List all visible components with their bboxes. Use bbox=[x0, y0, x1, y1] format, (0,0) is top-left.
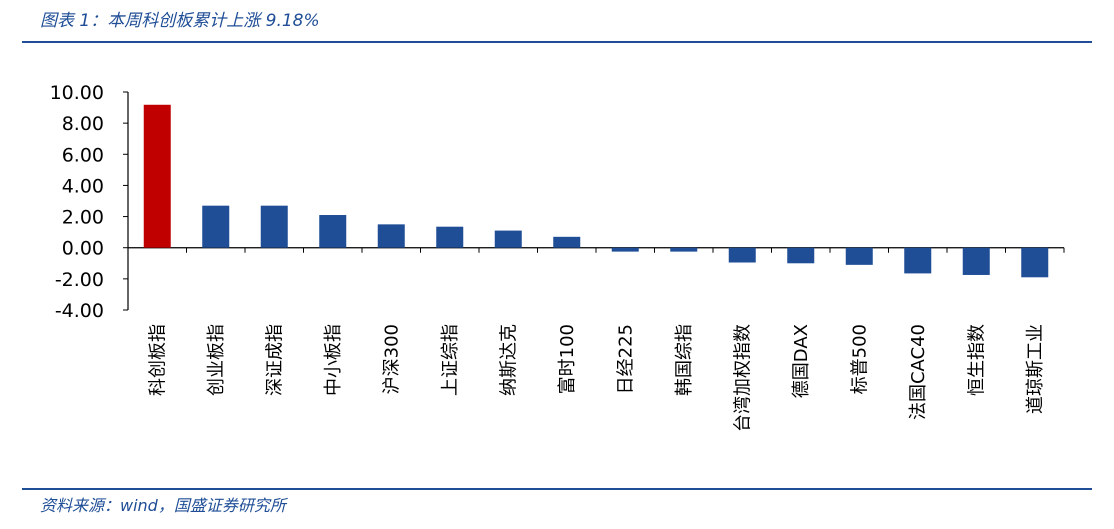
y-tick-label: -2.00 bbox=[55, 269, 104, 291]
x-category-label: 中小板指 bbox=[323, 324, 344, 396]
bar-chart: 10.00 8.00 6.00 4.00 2.00 0.00 -2.00 -4.00 科创板指 创… bbox=[0, 0, 1114, 488]
x-category-label: 台湾加权指数 bbox=[732, 324, 753, 432]
bar bbox=[904, 248, 931, 274]
x-category-label: 标普500 bbox=[849, 324, 870, 394]
bar bbox=[202, 206, 229, 248]
bar bbox=[729, 248, 756, 263]
x-category-label: 日经225 bbox=[615, 324, 636, 394]
x-category-label: 沪深300 bbox=[381, 324, 402, 394]
y-tick-label: 6.00 bbox=[62, 144, 104, 166]
bar bbox=[1021, 248, 1048, 278]
bar bbox=[963, 248, 990, 275]
bar bbox=[670, 248, 697, 252]
bottom-divider bbox=[22, 488, 1092, 490]
bar bbox=[319, 215, 346, 248]
bar bbox=[787, 248, 814, 264]
source-note: 资料来源：wind，国盛证券研究所 bbox=[40, 492, 286, 516]
bar bbox=[261, 206, 288, 248]
x-category-label: 纳斯达克 bbox=[498, 324, 519, 396]
bar bbox=[553, 237, 580, 248]
y-tick-label: 4.00 bbox=[62, 175, 104, 197]
bar bbox=[436, 227, 463, 248]
bar bbox=[378, 224, 405, 247]
bar bbox=[144, 105, 171, 248]
x-category-label: 恒生指数 bbox=[966, 324, 987, 396]
y-tick-label: 10.00 bbox=[50, 82, 104, 104]
bar bbox=[495, 231, 522, 248]
x-category-label: 富时100 bbox=[557, 324, 578, 394]
x-category-label: 创业板指 bbox=[206, 324, 227, 396]
x-category-label: 科创板指 bbox=[147, 324, 168, 396]
y-tick-label: 0.00 bbox=[62, 238, 104, 260]
bar bbox=[846, 248, 873, 265]
y-tick-label: -4.00 bbox=[55, 300, 104, 322]
x-category-label: 德国DAX bbox=[791, 324, 812, 398]
y-tick-label: 2.00 bbox=[62, 207, 104, 229]
x-category-label: 道琼斯工业 bbox=[1025, 324, 1046, 414]
y-tick-label: 8.00 bbox=[62, 113, 104, 135]
x-category-label: 深证成指 bbox=[264, 324, 285, 396]
bar bbox=[612, 248, 639, 252]
x-category-label: 上证综指 bbox=[440, 324, 461, 396]
x-category-label: 法国CAC40 bbox=[908, 324, 929, 420]
x-category-label: 韩国综指 bbox=[674, 324, 695, 396]
